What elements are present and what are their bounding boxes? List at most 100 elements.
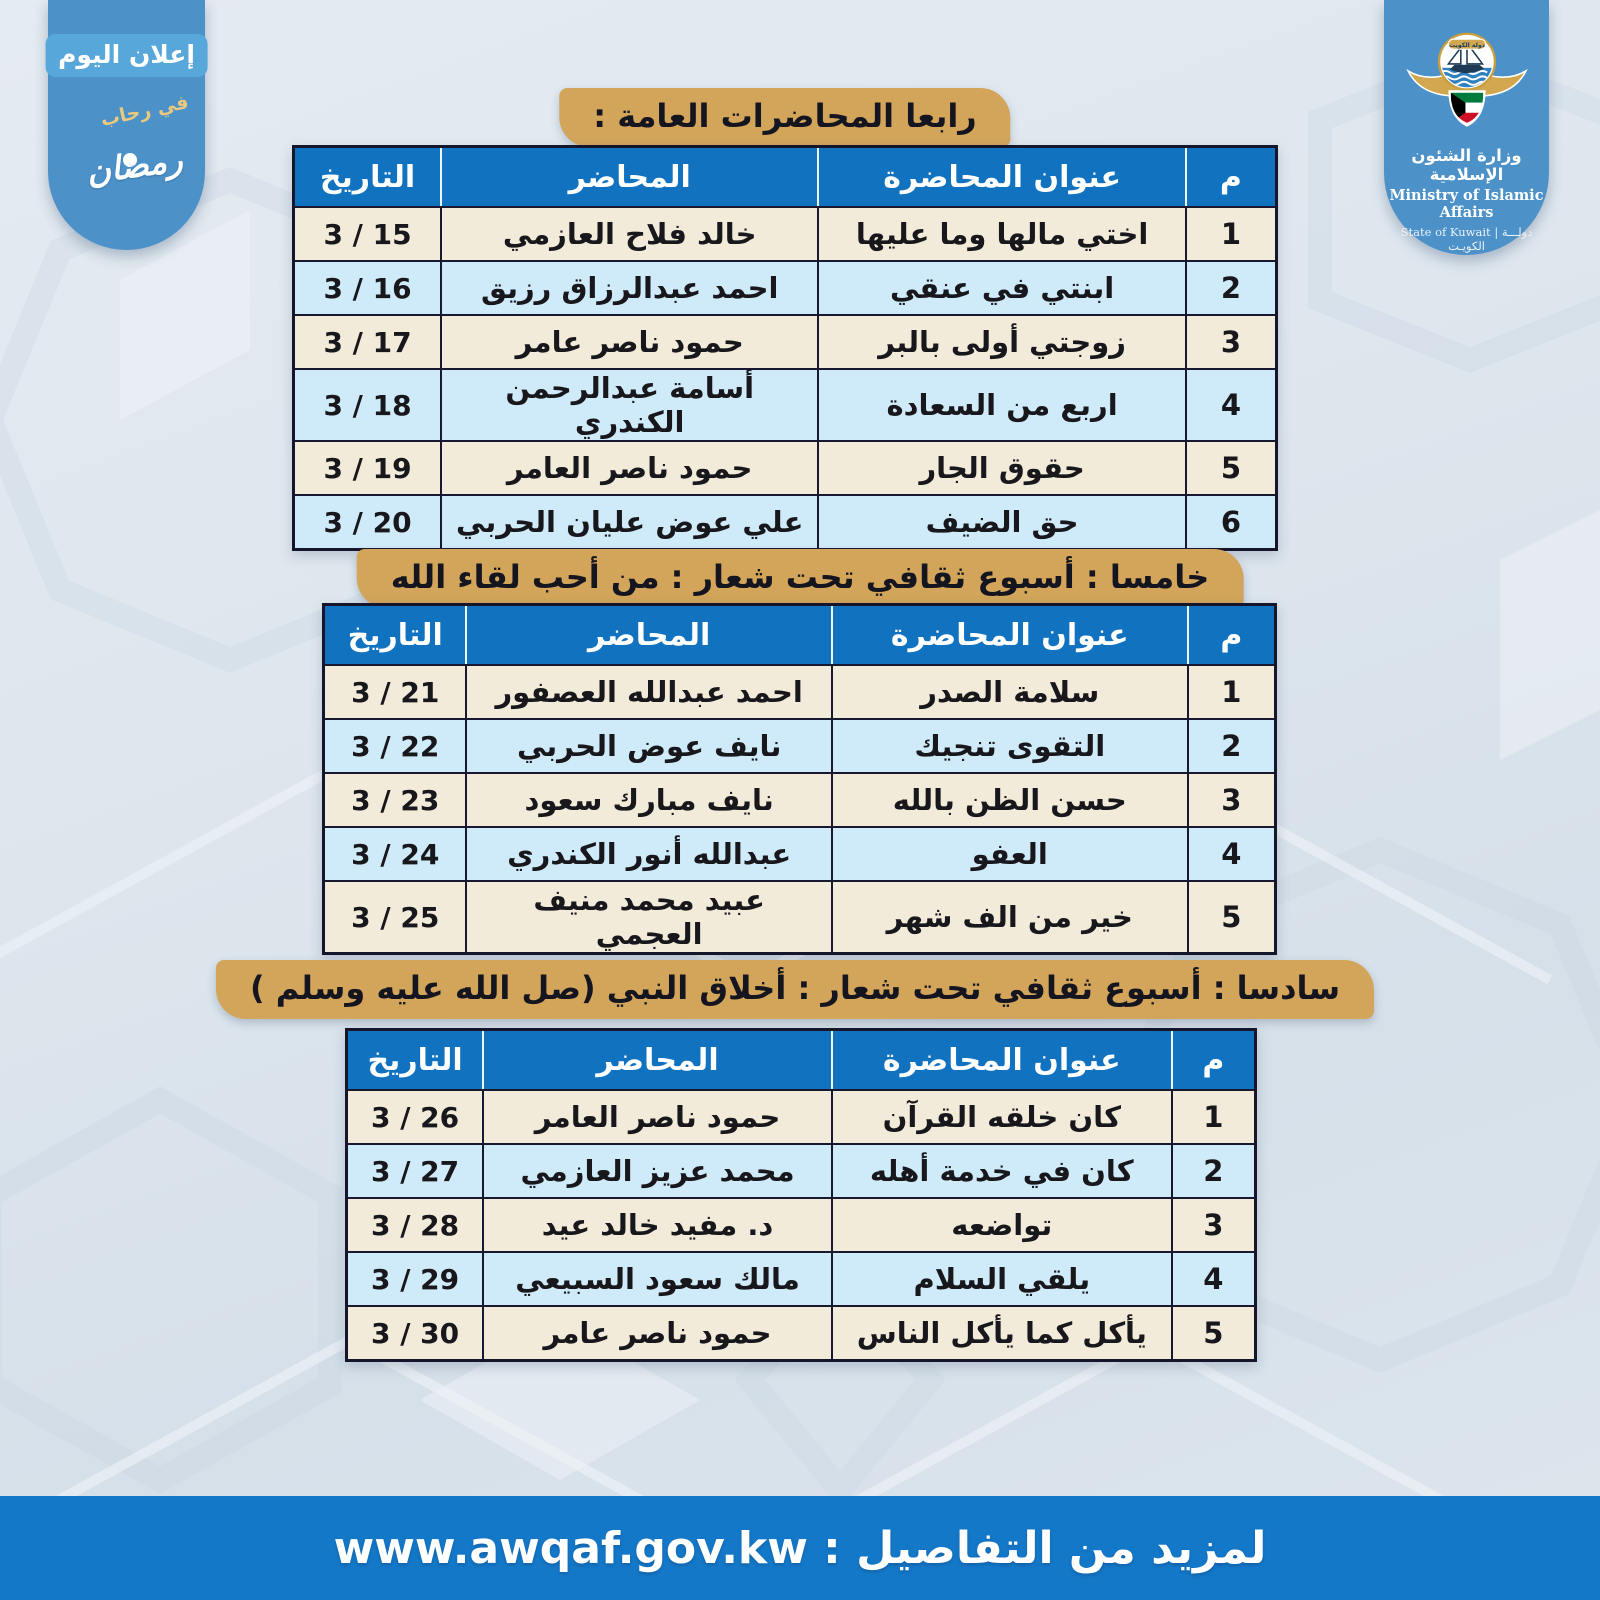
cell-lecture-title: حقوق الجار xyxy=(817,440,1185,494)
column-header-lecturer: المحاضر xyxy=(440,148,818,206)
cell-lecturer: أسامة عبدالرحمن الكندري xyxy=(440,368,818,440)
cell-date: 3 / 27 xyxy=(348,1143,483,1197)
table-row: 4 يلقي السلام مالك سعود السبيعي 3 / 29 xyxy=(348,1251,1254,1305)
column-header-date: التاريخ xyxy=(325,606,466,664)
cell-date: 3 / 17 xyxy=(295,314,441,368)
cell-lecture-title: حق الضيف xyxy=(817,494,1185,548)
table-row: 4 اربع من السعادة أسامة عبدالرحمن الكندر… xyxy=(295,368,1275,440)
cell-lecture-title: العفو xyxy=(830,826,1187,880)
emblem-banner-text: دولة الكويت xyxy=(1448,42,1484,49)
footer-bar: لمزيد من التفاصيل : www.awqaf.gov.kw xyxy=(0,1496,1600,1600)
cell-lecturer: حمود ناصر العامر xyxy=(440,440,818,494)
cell-date: 3 / 20 xyxy=(295,494,441,548)
cell-date: 3 / 22 xyxy=(325,718,466,772)
cell-lecture-title: كان في خدمة أهله xyxy=(830,1143,1171,1197)
cell-num: 1 xyxy=(1170,1089,1254,1143)
column-header-lecture-title: عنوان المحاضرة xyxy=(817,148,1185,206)
cell-num: 3 xyxy=(1170,1197,1254,1251)
column-header-date: التاريخ xyxy=(348,1031,483,1089)
cell-lecture-title: يلقي السلام xyxy=(830,1251,1171,1305)
table-row: 4 العفو عبدالله أنور الكندري 3 / 24 xyxy=(325,826,1274,880)
cell-num: 2 xyxy=(1184,260,1275,314)
cell-num: 5 xyxy=(1184,440,1275,494)
cell-num: 4 xyxy=(1186,826,1274,880)
cell-lecture-title: سلامة الصدر xyxy=(830,664,1187,718)
footer-details-text: لمزيد من التفاصيل : www.awqaf.gov.kw xyxy=(333,1522,1267,1574)
table-row: 2 ابنتي في عنقي احمد عبدالرزاق رزيق 3 / … xyxy=(295,260,1275,314)
crescent-icon xyxy=(79,106,138,224)
table-row: 5 يأكل كما يأكل الناس حمود ناصر عامر 3 /… xyxy=(348,1305,1254,1359)
cell-num: 3 xyxy=(1186,772,1274,826)
cell-num: 4 xyxy=(1170,1251,1254,1305)
cell-num: 1 xyxy=(1186,664,1274,718)
cell-lecture-title: ابنتي في عنقي xyxy=(817,260,1185,314)
cell-num: 2 xyxy=(1186,718,1274,772)
cell-lecturer: عبيد محمد منيف العجمي xyxy=(465,880,831,952)
cell-num: 4 xyxy=(1184,368,1275,440)
cell-date: 3 / 28 xyxy=(348,1197,483,1251)
column-header-num: م xyxy=(1170,1031,1254,1089)
ministry-ribbon: دولة الكويت وزارة الشئون الإسلامية Minis… xyxy=(1384,0,1549,255)
column-header-num: م xyxy=(1186,606,1274,664)
table-row: 3 تواضعه د. مفيد خالد عيد 3 / 28 xyxy=(348,1197,1254,1251)
table-row: 5 حقوق الجار حمود ناصر العامر 3 / 19 xyxy=(295,440,1275,494)
cell-date: 3 / 24 xyxy=(325,826,466,880)
table-row: 3 زوجتي أولى بالبر حمود ناصر عامر 3 / 17 xyxy=(295,314,1275,368)
column-header-lecture-title: عنوان المحاضرة xyxy=(830,606,1187,664)
cell-date: 3 / 16 xyxy=(295,260,441,314)
table-header-row: م عنوان المحاضرة المحاضر التاريخ xyxy=(295,148,1275,206)
announcement-badge: إعلان اليوم xyxy=(45,34,208,77)
column-header-lecturer: المحاضر xyxy=(465,606,831,664)
ministry-name-english: Ministry of Islamic Affairs xyxy=(1389,187,1544,221)
cell-date: 3 / 25 xyxy=(325,880,466,952)
cell-lecturer: نايف مبارك سعود xyxy=(465,772,831,826)
cell-date: 3 / 30 xyxy=(348,1305,483,1359)
table-row: 5 خير من الف شهر عبيد محمد منيف العجمي 3… xyxy=(325,880,1274,952)
kuwait-emblem-icon: دولة الكويت xyxy=(1405,32,1528,127)
cell-num: 6 xyxy=(1184,494,1275,548)
table-row: 3 حسن الظن بالله نايف مبارك سعود 3 / 23 xyxy=(325,772,1274,826)
cell-num: 5 xyxy=(1170,1305,1254,1359)
column-header-num: م xyxy=(1184,148,1275,206)
column-header-date: التاريخ xyxy=(295,148,441,206)
table-header-row: م عنوان المحاضرة المحاضر التاريخ xyxy=(325,606,1274,664)
cell-lecturer: علي عوض عليان الحربي xyxy=(440,494,818,548)
ministry-name-arabic: وزارة الشئون الإسلامية xyxy=(1411,146,1522,184)
cell-lecturer: د. مفيد خالد عيد xyxy=(482,1197,831,1251)
cell-lecture-title: زوجتي أولى بالبر xyxy=(817,314,1185,368)
section-title-cultural-week-5: خامسا : أسبوع ثقافي تحت شعار : من أحب لق… xyxy=(356,549,1244,608)
lectures-table-week6: م عنوان المحاضرة المحاضر التاريخ 1 كان خ… xyxy=(345,1028,1257,1362)
cell-lecture-title: كان خلقه القرآن xyxy=(830,1089,1171,1143)
lectures-table-week5: م عنوان المحاضرة المحاضر التاريخ 1 سلامة… xyxy=(322,603,1277,955)
table-row: 1 اختي مالها وما عليها خالد فلاح العازمي… xyxy=(295,206,1275,260)
cell-lecture-title: التقوى تنجيك xyxy=(830,718,1187,772)
cell-lecturer: حمود ناصر عامر xyxy=(482,1305,831,1359)
cell-lecture-title: اختي مالها وما عليها xyxy=(817,206,1185,260)
cell-num: 5 xyxy=(1186,880,1274,952)
ministry-state-line: State of Kuwait | دولـــة الكويـت xyxy=(1400,225,1533,253)
cell-lecture-title: يأكل كما يأكل الناس xyxy=(830,1305,1171,1359)
cell-num: 1 xyxy=(1184,206,1275,260)
cell-lecture-title: اربع من السعادة xyxy=(817,368,1185,440)
cell-lecture-title: حسن الظن بالله xyxy=(830,772,1187,826)
column-header-lecturer: المحاضر xyxy=(482,1031,831,1089)
cell-lecturer: حمود ناصر العامر xyxy=(482,1089,831,1143)
cell-date: 3 / 23 xyxy=(325,772,466,826)
cell-lecturer: احمد عبدالرزاق رزيق xyxy=(440,260,818,314)
cell-date: 3 / 19 xyxy=(295,440,441,494)
cell-lecture-title: خير من الف شهر xyxy=(830,880,1187,952)
cell-date: 3 / 26 xyxy=(348,1089,483,1143)
ramadan-ribbon: إعلان اليوم في رحاب رمضان xyxy=(45,0,208,250)
table-row: 2 التقوى تنجيك نايف عوض الحربي 3 / 22 xyxy=(325,718,1274,772)
cell-date: 3 / 15 xyxy=(295,206,441,260)
cell-lecturer: عبدالله أنور الكندري xyxy=(465,826,831,880)
cell-lecturer: مالك سعود السبيعي xyxy=(482,1251,831,1305)
table-header-row: م عنوان المحاضرة المحاضر التاريخ xyxy=(348,1031,1254,1089)
section-title-general-lectures: رابعا المحاضرات العامة : xyxy=(559,88,1011,147)
cell-lecture-title: تواضعه xyxy=(830,1197,1171,1251)
column-header-lecture-title: عنوان المحاضرة xyxy=(830,1031,1171,1089)
cell-lecturer: خالد فلاح العازمي xyxy=(440,206,818,260)
lectures-table-general: م عنوان المحاضرة المحاضر التاريخ 1 اختي … xyxy=(292,145,1278,551)
table-row: 1 كان خلقه القرآن حمود ناصر العامر 3 / 2… xyxy=(348,1089,1254,1143)
